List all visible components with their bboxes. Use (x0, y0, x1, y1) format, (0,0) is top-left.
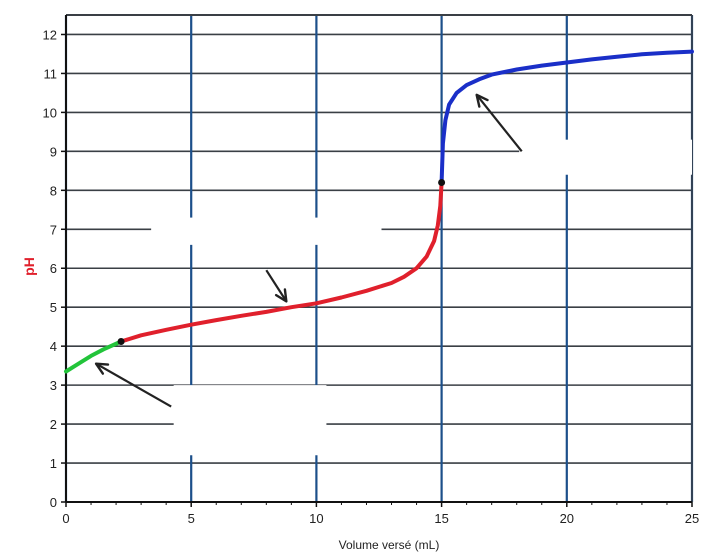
marker-point (117, 337, 125, 345)
annotation-arrow-head (94, 362, 110, 375)
x-tick-label: 25 (685, 511, 699, 526)
y-tick-label: 7 (50, 222, 57, 237)
grid (64, 14, 694, 503)
y-tick-label: 5 (50, 300, 57, 315)
y-tick-label: 10 (43, 105, 57, 120)
annotation-arrows (94, 93, 523, 408)
x-tick-label: 15 (434, 511, 448, 526)
axes (65, 15, 692, 503)
annotation-arrow-shaft (265, 269, 288, 302)
marker-points (117, 179, 446, 345)
annotation-arrow-shaft (475, 94, 523, 153)
y-tick-label: 9 (50, 144, 57, 159)
series-line-3 (439, 49, 694, 185)
series-line-2 (119, 180, 444, 344)
y-tick-label: 11 (44, 66, 58, 81)
blank-patch (173, 385, 327, 456)
y-tick-label: 12 (43, 27, 57, 42)
series-line-1 (64, 339, 124, 374)
blank-patch (519, 139, 692, 175)
x-tick-label: 20 (560, 511, 574, 526)
y-tick-label: 0 (50, 495, 57, 510)
x-axis-label: Volume versé (mL) (339, 538, 440, 552)
x-tick-label: 0 (62, 511, 69, 526)
annotation-arrow-head (274, 288, 288, 303)
x-tick-label: 10 (309, 511, 323, 526)
y-tick-label: 3 (50, 378, 57, 393)
data-series (64, 49, 694, 374)
marker-point (438, 179, 446, 187)
y-tick-label: 2 (50, 417, 57, 432)
y-tick-label: 8 (50, 183, 57, 198)
blank-patches (151, 139, 692, 456)
y-tick-label: 1 (50, 456, 57, 471)
annotation-arrow-shaft (95, 362, 172, 408)
y-tick-label: 6 (50, 261, 57, 276)
y-axis-label: pH (21, 257, 37, 276)
annotation-arrow-head (475, 93, 489, 108)
blank-patch (151, 217, 382, 245)
y-tick-label: 4 (50, 339, 57, 354)
x-tick-label: 5 (188, 511, 195, 526)
